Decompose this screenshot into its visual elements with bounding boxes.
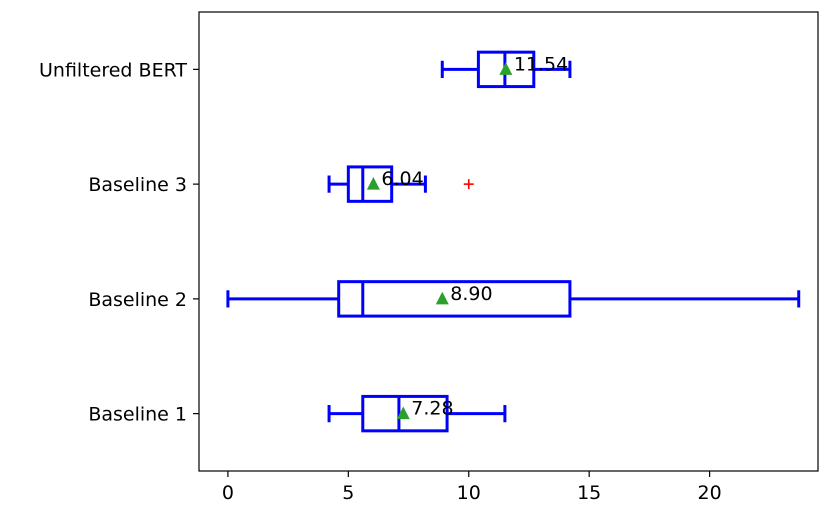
mean-label: 6.04	[381, 168, 423, 190]
box	[361, 394, 449, 433]
x-tick-label: 20	[698, 482, 722, 504]
mean-marker	[435, 291, 449, 305]
y-tick-label: Baseline 2	[88, 289, 187, 311]
box-group: 11.54	[440, 50, 572, 89]
x-tick-label: 5	[342, 482, 354, 504]
y-axis: Baseline 1 Baseline 2 Baseline 3 Unfiltered…	[39, 59, 199, 426]
x-tick-label: 0	[222, 482, 234, 504]
box	[346, 165, 394, 203]
mean-marker	[396, 406, 410, 420]
box	[337, 280, 572, 318]
mean-label: 7.28	[411, 398, 453, 420]
x-axis: 0 5 10 15 20	[222, 471, 722, 504]
boxes: 7.28 8.90 6.04 11.54	[226, 50, 801, 433]
mean-label: 8.90	[450, 283, 492, 305]
outlier-marker	[463, 179, 474, 190]
box-group: 7.28	[327, 394, 507, 433]
box-group: 8.90	[226, 280, 801, 318]
plot-area	[198, 11, 819, 472]
y-tick-label: Baseline 3	[88, 174, 187, 196]
mean-marker	[366, 176, 380, 190]
x-tick-label: 10	[457, 482, 481, 504]
mean-label: 11.54	[514, 53, 568, 75]
y-tick-label: Unfiltered BERT	[39, 59, 187, 81]
y-tick-label: Baseline 1	[88, 404, 187, 426]
x-tick-label: 15	[577, 482, 601, 504]
box-group: 6.04	[327, 165, 474, 203]
mean-marker	[499, 62, 513, 75]
